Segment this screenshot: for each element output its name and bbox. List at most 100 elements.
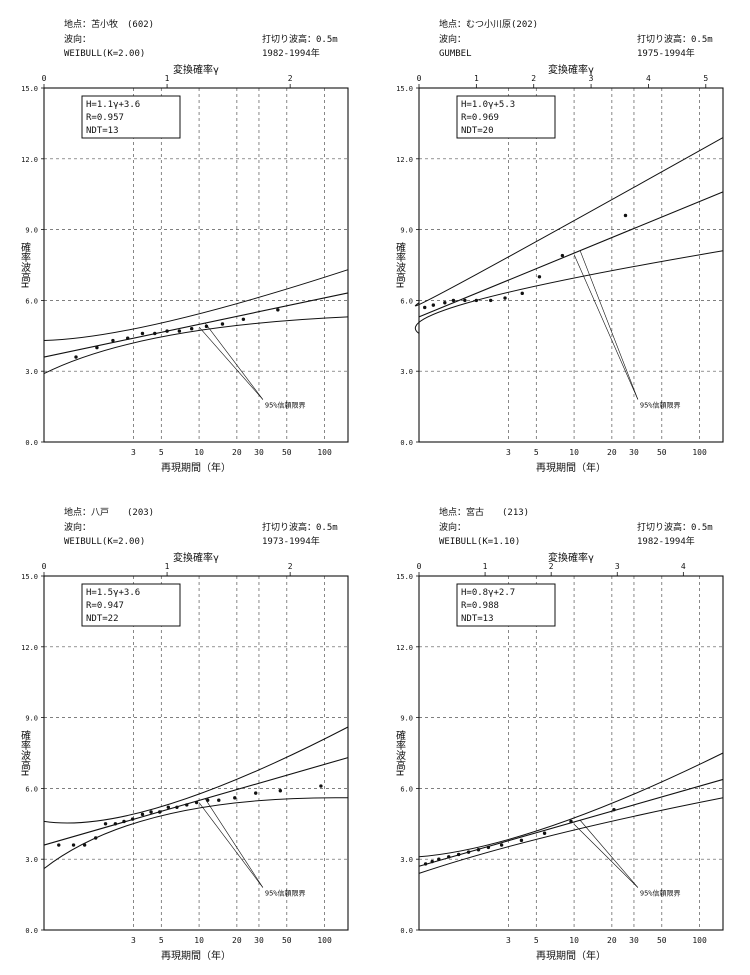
y-tick-label: 12.0: [21, 644, 38, 652]
top-tick-label: 1: [165, 74, 170, 83]
top-tick-label: 2: [288, 562, 293, 571]
data-point: [503, 296, 507, 300]
x-tick-label: 3: [131, 448, 136, 457]
y-tick-label: 6.0: [25, 297, 38, 305]
y-tick-label: 6.0: [400, 785, 413, 793]
top-tick-label: 1: [474, 74, 479, 83]
y-axis-title: 確率波高H: [394, 729, 406, 776]
ndt-text: NDT=13: [461, 614, 494, 624]
top-tick-label: 3: [615, 562, 620, 571]
data-point: [520, 291, 524, 296]
data-point: [140, 331, 145, 336]
top-tick-label: 5: [703, 74, 708, 83]
top-axis-title: 変換確率γ: [173, 63, 219, 76]
ci-annotation: 95%信頼限界: [640, 889, 681, 898]
x-tick-label: 5: [159, 936, 164, 945]
data-point: [431, 303, 436, 307]
ci-upper-line: [43, 726, 349, 824]
x-tick-label: 5: [534, 448, 539, 457]
y-tick-label: 0.0: [25, 927, 38, 935]
data-point: [217, 798, 221, 802]
data-point: [499, 843, 504, 847]
regression-line: [418, 191, 724, 318]
data-point: [140, 812, 145, 817]
x-tick-label: 100: [692, 448, 707, 457]
x-tick-label: 50: [657, 448, 667, 457]
x-axis-title: 再現期間（年）: [536, 949, 606, 962]
data-point: [241, 317, 246, 321]
period-label: 1982-1994年: [637, 537, 695, 547]
top-axis-title: 変換確率γ: [548, 551, 594, 564]
data-point: [476, 848, 481, 852]
x-tick-label: 3: [506, 936, 511, 945]
period-label: 1982-1994年: [262, 49, 320, 59]
data-point: [612, 807, 616, 812]
top-tick-label: 3: [589, 74, 594, 83]
ci-leader-line: [198, 326, 264, 400]
data-point: [149, 810, 153, 814]
top-axis-title: 変換確率γ: [548, 63, 594, 76]
data-point: [175, 805, 179, 809]
data-point: [122, 819, 126, 824]
y-tick-label: 15.0: [21, 85, 38, 93]
data-point: [157, 810, 162, 814]
data-point: [519, 838, 524, 843]
cutoff-height-label: 打切り波高：0.5m: [637, 523, 713, 533]
y-tick-label: 9.0: [25, 227, 38, 235]
x-tick-label: 20: [607, 448, 617, 457]
ci-leader-line: [204, 798, 264, 888]
ndt-text: NDT=22: [86, 614, 119, 624]
equation-box: [456, 583, 556, 627]
y-tick-label: 12.0: [21, 156, 38, 164]
equation-box: [456, 95, 556, 139]
data-point: [623, 213, 628, 218]
plot-frame: [418, 575, 724, 931]
data-point: [542, 831, 547, 835]
ci-upper-line: [414, 137, 724, 307]
y-tick-label: 15.0: [21, 573, 38, 581]
x-tick-label: 100: [317, 448, 332, 457]
r-value-text: R=0.969: [461, 113, 499, 123]
data-point: [276, 308, 280, 312]
x-tick-label: 30: [254, 936, 264, 945]
data-point: [423, 305, 427, 310]
wave-direction-label: 波向：: [439, 35, 467, 45]
data-point: [194, 800, 199, 805]
x-tick-label: 30: [629, 448, 639, 457]
data-point: [486, 845, 491, 850]
data-point: [451, 298, 456, 303]
data-point: [153, 331, 157, 336]
y-tick-label: 15.0: [396, 85, 413, 93]
ci-leader-line: [573, 824, 639, 888]
x-tick-label: 20: [232, 448, 242, 457]
distribution-label: WEIBULL(K=1.10): [439, 537, 521, 547]
data-point: [205, 798, 210, 802]
y-tick-label: 0.0: [25, 439, 38, 447]
data-point: [278, 789, 283, 793]
data-point: [71, 843, 76, 847]
data-point: [537, 275, 542, 279]
y-tick-label: 9.0: [400, 715, 413, 723]
ndt-text: NDT=20: [461, 126, 494, 136]
data-point: [57, 843, 61, 847]
wave-direction-label: 波向：: [64, 35, 92, 45]
ci-upper-line: [43, 269, 349, 341]
top-tick-label: 1: [165, 562, 170, 571]
ci-leader-line: [573, 254, 639, 400]
data-point: [113, 822, 118, 826]
data-point: [253, 791, 258, 795]
equation-box: [81, 583, 181, 627]
ci-lower-line: [418, 797, 724, 874]
y-tick-label: 12.0: [396, 156, 413, 164]
plot-frame: [418, 87, 724, 443]
data-point: [474, 298, 479, 303]
top-tick-label: 0: [42, 74, 47, 83]
wave-direction-label: 波向：: [64, 523, 92, 533]
y-axis-title: 確率波高H: [19, 729, 31, 776]
data-point: [185, 803, 189, 807]
data-point: [125, 336, 130, 340]
y-tick-label: 15.0: [396, 573, 413, 581]
data-point: [443, 301, 447, 305]
data-point: [177, 329, 182, 333]
